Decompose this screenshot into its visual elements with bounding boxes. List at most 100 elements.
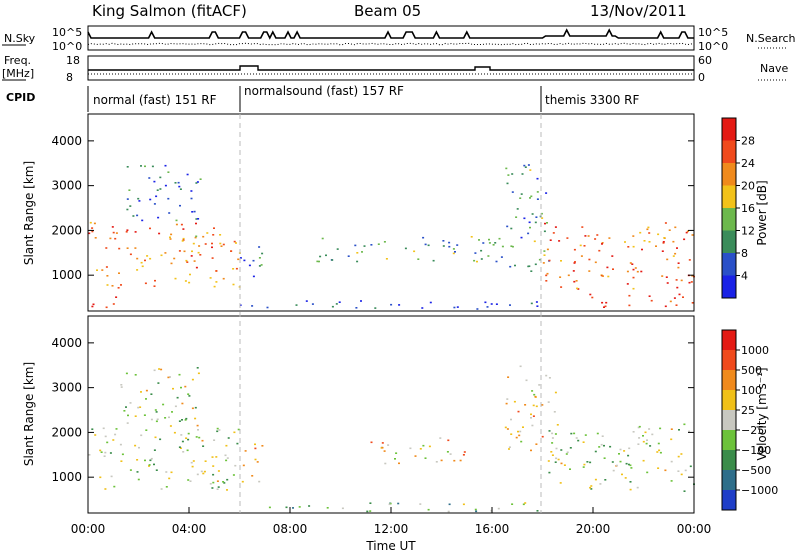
colorbar-segment — [722, 430, 736, 450]
heatmap-cell — [356, 260, 359, 263]
heatmap-cell — [219, 242, 222, 245]
heatmap-cell — [629, 481, 632, 483]
heatmap-cell — [531, 390, 534, 392]
heatmap-cell — [500, 256, 503, 258]
y-tick-label: 1000 — [51, 268, 82, 282]
heatmap-cell — [325, 254, 327, 257]
heatmap-cell — [602, 275, 604, 277]
heatmap-cell — [538, 384, 541, 386]
heatmap-cell — [140, 434, 143, 437]
heatmap-cell — [370, 244, 373, 246]
heatmap-cell — [145, 398, 147, 400]
colorbar-tick-label: 500 — [741, 364, 762, 377]
heatmap-cell — [545, 192, 548, 194]
heatmap-cell — [232, 474, 235, 476]
heatmap-cell — [106, 275, 109, 277]
x-tick-label: 04:00 — [172, 522, 207, 536]
heatmap-cell — [453, 306, 456, 309]
colorbar-segment — [722, 163, 736, 186]
heatmap-cell — [106, 284, 109, 286]
heatmap-cell — [102, 427, 105, 430]
y-tick-label: 2000 — [51, 425, 82, 439]
heatmap-cell — [109, 237, 112, 240]
x-axis-label: Time UT — [365, 539, 416, 553]
heatmap-cell — [530, 270, 533, 272]
heatmap-cell — [497, 507, 500, 510]
heatmap-cell — [531, 213, 534, 215]
heatmap-cell — [463, 451, 466, 453]
heatmap-cell — [285, 506, 288, 509]
heatmap-cell — [203, 470, 206, 473]
heatmap-cell — [268, 506, 271, 509]
velocity-yticks: 1000 2000 3000 4000 — [51, 336, 694, 484]
heatmap-cell — [664, 469, 667, 472]
heatmap-cell — [427, 508, 430, 511]
heatmap-cell — [548, 430, 551, 432]
heatmap-cell — [608, 237, 611, 239]
heatmap-cell — [196, 424, 199, 427]
heatmap-cell — [115, 428, 118, 430]
heatmap-cell — [529, 169, 532, 171]
heatmap-cell — [356, 252, 359, 254]
heatmap-cell — [179, 447, 182, 449]
heatmap-cell — [683, 238, 686, 241]
heatmap-cell — [662, 242, 665, 244]
y-tick-label: 1000 — [51, 470, 82, 484]
heatmap-cell — [508, 448, 510, 450]
heatmap-cell — [193, 210, 196, 213]
heatmap-cell — [580, 255, 583, 257]
heatmap-cell — [538, 258, 541, 261]
heatmap-cell — [219, 234, 222, 236]
heatmap-cell — [292, 507, 294, 509]
heatmap-cell — [211, 487, 214, 489]
colorbar-tick-label: 20 — [741, 180, 755, 193]
colorbar-tick-label: −100 — [741, 444, 771, 457]
heatmap-cell — [611, 255, 614, 257]
heatmap-cell — [603, 306, 605, 308]
heatmap-cell — [448, 503, 451, 506]
heatmap-cell — [129, 205, 132, 207]
heatmap-cell — [186, 261, 189, 263]
heatmap-cell — [462, 503, 465, 506]
heatmap-cell — [612, 469, 615, 472]
heatmap-cell — [258, 257, 261, 259]
heatmap-cell — [191, 211, 194, 213]
heatmap-cell — [530, 413, 532, 416]
heatmap-cell — [551, 432, 554, 435]
heatmap-cell — [137, 406, 140, 409]
heatmap-cell — [261, 252, 264, 255]
heatmap-cell — [675, 279, 678, 281]
heatmap-cell — [618, 453, 620, 455]
heatmap-cell — [153, 369, 156, 372]
heatmap-cell — [629, 262, 632, 264]
heatmap-cell — [237, 258, 240, 261]
heatmap-cell — [181, 440, 184, 443]
heatmap-cell — [212, 465, 215, 467]
heatmap-cell — [168, 477, 171, 480]
heatmap-cell — [601, 242, 604, 244]
heatmap-cell — [218, 429, 221, 431]
heatmap-cell — [112, 303, 115, 305]
heatmap-cell — [383, 241, 386, 243]
heatmap-cell — [636, 486, 639, 489]
heatmap-cell — [575, 280, 578, 282]
heatmap-cell — [510, 245, 513, 247]
heatmap-cell — [384, 462, 387, 465]
heatmap-cell — [195, 266, 198, 269]
heatmap-cell — [180, 434, 183, 436]
heatmap-cell — [206, 232, 209, 234]
colorbar-tick-label: 28 — [741, 135, 755, 148]
heatmap-cell — [164, 164, 167, 167]
heatmap-cell — [215, 270, 218, 272]
heatmap-cell — [190, 461, 193, 464]
heatmap-cell — [534, 263, 537, 266]
heatmap-cell — [482, 242, 485, 244]
power-heatmap — [88, 164, 695, 310]
heatmap-cell — [198, 436, 201, 439]
heatmap-cell — [211, 246, 213, 249]
heatmap-cell — [197, 218, 200, 220]
colorbar-tick-label: 16 — [741, 202, 755, 215]
heatmap-cell — [140, 261, 143, 264]
heatmap-cell — [536, 305, 539, 307]
heatmap-cell — [129, 469, 132, 471]
